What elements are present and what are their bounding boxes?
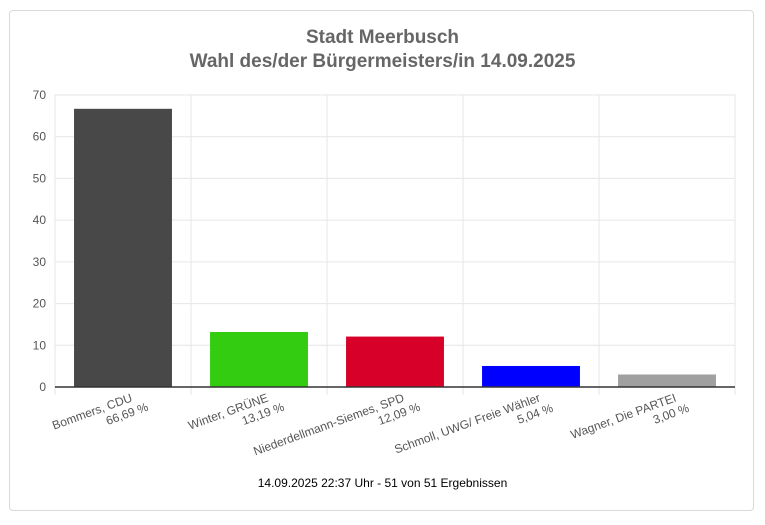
- bar: [346, 336, 444, 387]
- y-tick-label: 20: [33, 297, 47, 311]
- y-tick-label: 30: [33, 255, 47, 269]
- chart-subtitle: Wahl des/der Bürgermeisters/in 14.09.202…: [189, 51, 576, 72]
- bar: [482, 365, 580, 387]
- bar: [210, 331, 308, 387]
- y-axis-ticks: 0 10 20 30 40 50 60 70: [33, 88, 47, 394]
- chart-bars: [74, 108, 716, 387]
- chart-title-block: Stadt Meerbusch Wahl des/der Bürgermeist…: [0, 26, 765, 74]
- y-tick-label: 40: [33, 213, 47, 227]
- chart-title: Stadt Meerbusch: [305, 27, 460, 48]
- y-tick-label: 50: [33, 171, 47, 185]
- y-tick-label: 0: [39, 380, 46, 394]
- bar: [618, 374, 716, 387]
- bar: [74, 108, 172, 387]
- y-tick-label: 10: [33, 338, 47, 352]
- chart-footer: 14.09.2025 22:37 Uhr - 51 von 51 Ergebni…: [257, 476, 508, 490]
- y-tick-label: 60: [33, 130, 47, 144]
- y-tick-label: 70: [33, 88, 47, 102]
